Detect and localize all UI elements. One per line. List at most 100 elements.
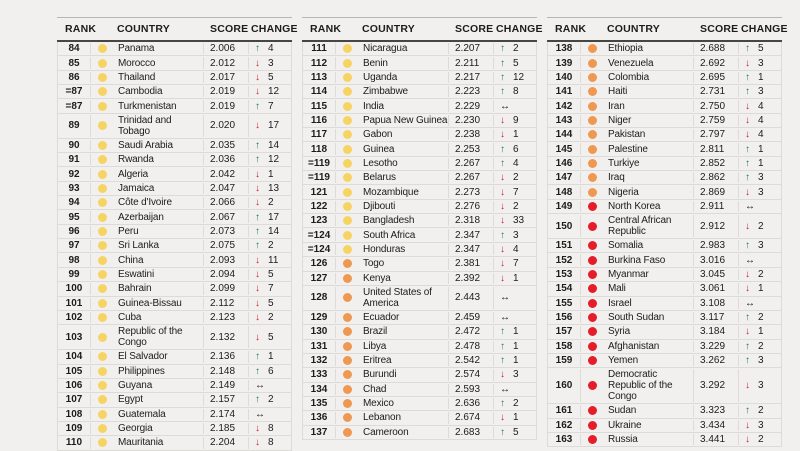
change-value: 1 (758, 326, 764, 338)
tier-dot-cell (581, 158, 603, 169)
score-value: 2.012 (203, 57, 248, 69)
table-header: RANK COUNTRY SCORE CHANGE (547, 18, 788, 42)
tier-dot-cell (336, 172, 358, 183)
score-value: 2.459 (448, 311, 493, 324)
tier-dot-icon (587, 158, 597, 168)
country-column-header: COUNTRY (607, 23, 660, 35)
tier-dot-icon (97, 121, 107, 131)
table-row: 103 Republic of the Congo 2.132 ↓ 5 (58, 325, 291, 351)
table-body: 138 Ethiopia 2.688 ↑ 5 139 Venezuela 2.692 ↓ 3 140… (547, 42, 782, 448)
change-value: 5 (268, 331, 274, 343)
tier-dot-icon (342, 130, 352, 140)
tier-dot-icon (97, 395, 107, 405)
score-value: 2.731 (693, 86, 738, 98)
score-value: 2.230 (448, 114, 493, 127)
country-name: Guinea-Bissau (118, 297, 182, 309)
tier-dot-cell (581, 172, 603, 183)
change-value: 3 (758, 380, 764, 392)
rank-cell: 92 (58, 168, 91, 180)
country-name: Thailand (118, 71, 156, 83)
tier-dot-cell (91, 423, 113, 434)
table-row: 97 Sri Lanka 2.075 ↑ 2 (58, 239, 291, 254)
trend-up-icon: ↑ (500, 157, 505, 169)
trend-up-icon: ↑ (255, 154, 260, 166)
tier-dot-icon (97, 72, 107, 82)
country-name: South Africa (363, 229, 416, 241)
tier-dot-icon (587, 115, 597, 125)
table-row: 156 South Sudan 3.117 ↑ 2 (548, 311, 781, 326)
tier-dot-icon (97, 212, 107, 222)
change-value: 7 (513, 186, 519, 198)
score-value: 2.238 (448, 129, 493, 141)
change-value: 4 (268, 43, 274, 55)
score-value: 2.267 (448, 172, 493, 184)
rank-cell: =119 (303, 172, 336, 184)
change-value: 3 (268, 57, 274, 69)
change-cell: ↓ 2 (248, 311, 291, 324)
country-name: Chad (363, 383, 387, 395)
score-value: 2.636 (448, 397, 493, 410)
table-row: 147 Iraq 2.862 ↑ 3 (548, 171, 781, 186)
rank-cell: =119 (303, 157, 336, 170)
country-name: Cambodia (118, 86, 163, 98)
rank-cell: 122 (303, 200, 336, 213)
tier-dot-icon (342, 341, 352, 351)
change-cell: ↓ 1 (493, 412, 536, 424)
tier-dot-cell (336, 215, 358, 226)
score-value: 2.067 (203, 211, 248, 223)
score-value: 2.542 (448, 354, 493, 367)
tier-dot-icon (587, 130, 597, 140)
change-cell: ↓ 1 (738, 326, 781, 338)
country-name: Cameroon (363, 426, 409, 438)
tier-dot-icon (342, 173, 352, 183)
rank-cell: 111 (303, 43, 336, 55)
table-body: 84 Panama 2.006 ↑ 4 85 Morocco 2.012 ↓ 3 86 Thailan… (57, 42, 292, 451)
tier-dot-cell (91, 43, 113, 54)
table-row: 142 Iran 2.750 ↓ 4 (548, 99, 781, 114)
score-value: 2.273 (448, 186, 493, 198)
rank-cell: 104 (58, 351, 91, 363)
tier-dot-cell (91, 394, 113, 405)
change-cell: ↑ 14 (248, 139, 291, 152)
score-value: 3.016 (693, 254, 738, 266)
tier-dot-icon (342, 244, 352, 254)
score-value: 2.443 (448, 286, 493, 309)
change-cell: ↓ 8 (248, 437, 291, 449)
country-name: Papua New Guinea (363, 114, 448, 126)
rank-cell: 105 (58, 365, 91, 377)
table-row: 127 Kenya 2.392 ↓ 1 (303, 272, 536, 286)
tier-dot-icon (342, 384, 352, 394)
tier-dot-icon (587, 87, 597, 97)
country-name: India (363, 100, 384, 112)
change-column-header: CHANGE (741, 23, 788, 35)
tier-dot-cell (336, 287, 358, 309)
country-name: Saudi Arabia (118, 139, 173, 151)
country-name: Myanmar (608, 268, 649, 280)
country-name: Togo (363, 258, 385, 270)
country-name: Burkina Faso (608, 254, 666, 266)
tier-dot-icon (97, 438, 107, 448)
country-name: Republic of the Congo (118, 326, 183, 349)
trend-up-icon: ↑ (745, 405, 750, 417)
trend-up-icon: ↑ (255, 139, 260, 151)
rank-cell: 127 (303, 272, 336, 284)
tier-dot-icon (342, 101, 352, 111)
rank-cell: 103 (58, 326, 91, 349)
tier-dot-icon (97, 101, 107, 111)
rank-column-header: RANK (555, 23, 587, 35)
country-name: Mali (608, 283, 626, 295)
country-name: Turkiye (608, 157, 640, 169)
change-cell: ↓ 4 (493, 243, 536, 256)
score-value: 2.207 (448, 43, 493, 55)
tier-dot-cell (581, 269, 603, 280)
tier-dot-cell (581, 355, 603, 366)
rank-cell: 156 (548, 311, 581, 324)
table-header: RANK COUNTRY SCORE CHANGE (302, 18, 543, 42)
change-value: 12 (268, 154, 280, 166)
table-row: 134 Chad 2.593 ↔ (303, 383, 536, 397)
score-value: 2.347 (448, 243, 493, 256)
trend-down-icon: ↓ (255, 331, 260, 343)
table-row: 150 Central African Republic 2.912 ↓ 2 (548, 214, 781, 240)
score-value: 2.066 (203, 197, 248, 209)
trend-down-icon: ↓ (255, 57, 260, 69)
